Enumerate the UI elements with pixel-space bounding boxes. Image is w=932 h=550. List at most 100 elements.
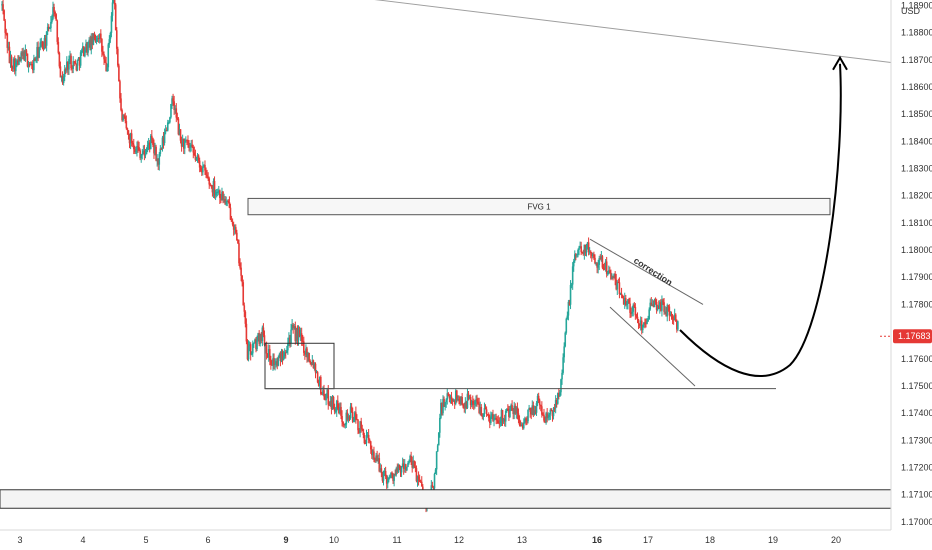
candle-body: [281, 351, 284, 360]
candle-body: [299, 333, 302, 337]
candle-body: [451, 398, 454, 402]
candle-body: [418, 479, 421, 482]
candle-body: [580, 246, 582, 252]
candle-body: [534, 410, 537, 413]
candle-body: [431, 485, 434, 487]
candle-body: [215, 192, 218, 194]
candle-body: [195, 157, 198, 160]
candle-body: [584, 244, 587, 253]
candle-body: [394, 473, 396, 475]
candle-body: [677, 321, 679, 330]
candle-body: [273, 358, 275, 365]
candle-body: [454, 390, 457, 404]
current-price-tag: [893, 329, 932, 344]
y-tick-label: 1.18000: [901, 245, 932, 255]
candle-body: [310, 362, 313, 365]
candle-body: [369, 441, 372, 450]
candle-body: [88, 39, 90, 43]
candle-body: [45, 31, 48, 46]
candle-body: [148, 142, 151, 149]
candle-body: [139, 150, 141, 159]
candle-body: [24, 50, 27, 61]
candle-body: [566, 315, 569, 319]
x-tick-label: 3: [17, 535, 22, 545]
candle-body: [525, 418, 527, 420]
candle-body: [192, 146, 195, 153]
candle-body: [668, 306, 671, 316]
candle-body: [173, 101, 175, 110]
candle-body: [602, 267, 605, 269]
candle-body: [255, 339, 257, 350]
candle-body: [565, 318, 568, 333]
candle-body: [321, 393, 323, 395]
candle-body: [366, 434, 369, 436]
candle-body: [633, 304, 636, 307]
candle-body: [307, 352, 309, 358]
candle-body: [535, 403, 538, 413]
candle-body: [538, 400, 541, 406]
candle-body: [157, 158, 160, 165]
candle-body: [70, 55, 72, 69]
candle-body: [249, 344, 252, 355]
candle-body: [502, 418, 505, 422]
channel-lower-line[interactable]: [609, 306, 696, 387]
candle-body: [522, 422, 525, 429]
channel-upper-line[interactable]: [589, 238, 704, 305]
candle-body: [545, 413, 547, 423]
candle-body: [501, 409, 504, 422]
candle-body: [532, 405, 535, 415]
candle-body: [217, 190, 220, 192]
x-tick-label: 11: [392, 535, 401, 545]
candle-body: [107, 44, 110, 68]
candle-body: [499, 420, 502, 424]
demand-zone[interactable]: [0, 489, 892, 509]
candle-body: [74, 61, 77, 64]
candle-body: [117, 48, 119, 66]
trendline[interactable]: [334, 0, 892, 64]
candle-body: [207, 176, 209, 179]
candle-body: [22, 51, 25, 56]
candle-body: [651, 304, 654, 306]
candle-body: [352, 420, 355, 422]
candle-body: [413, 460, 416, 467]
candle-body: [241, 275, 243, 283]
candle-body: [626, 303, 628, 305]
candle-body: [359, 421, 361, 433]
candle-body: [52, 6, 54, 19]
candle-body: [16, 60, 18, 63]
candle-body: [657, 305, 660, 309]
candle-body: [179, 129, 182, 141]
candle-body: [363, 435, 366, 444]
candle-body: [324, 396, 326, 401]
candle-body: [614, 273, 616, 280]
candle-body: [212, 181, 215, 193]
candle-body: [160, 148, 163, 150]
y-tick-label: 1.17900: [901, 272, 932, 282]
candle-body: [301, 340, 304, 342]
fvg-zone[interactable]: [247, 197, 831, 216]
candle-body: [476, 399, 478, 402]
candle-body: [475, 399, 477, 402]
candle-body: [262, 327, 265, 336]
candle-body: [229, 207, 232, 220]
candle-body: [131, 142, 134, 145]
candle-body: [298, 330, 301, 337]
candle-body: [234, 227, 237, 233]
candle-body: [221, 191, 223, 201]
candle-body: [102, 51, 104, 55]
candle-body: [90, 36, 93, 50]
candle-body: [108, 39, 111, 45]
candle-body: [105, 62, 107, 72]
candle-body: [183, 140, 186, 149]
candle-body: [609, 270, 611, 273]
candle-body: [242, 282, 245, 306]
candle-body: [362, 429, 365, 436]
candle-body: [204, 164, 206, 171]
candle-body: [339, 406, 341, 414]
candle-body: [616, 282, 619, 290]
projection-arrow[interactable]: [679, 63, 842, 377]
candle-body: [342, 421, 344, 424]
candle-body: [623, 298, 626, 305]
candle-body: [563, 346, 565, 358]
